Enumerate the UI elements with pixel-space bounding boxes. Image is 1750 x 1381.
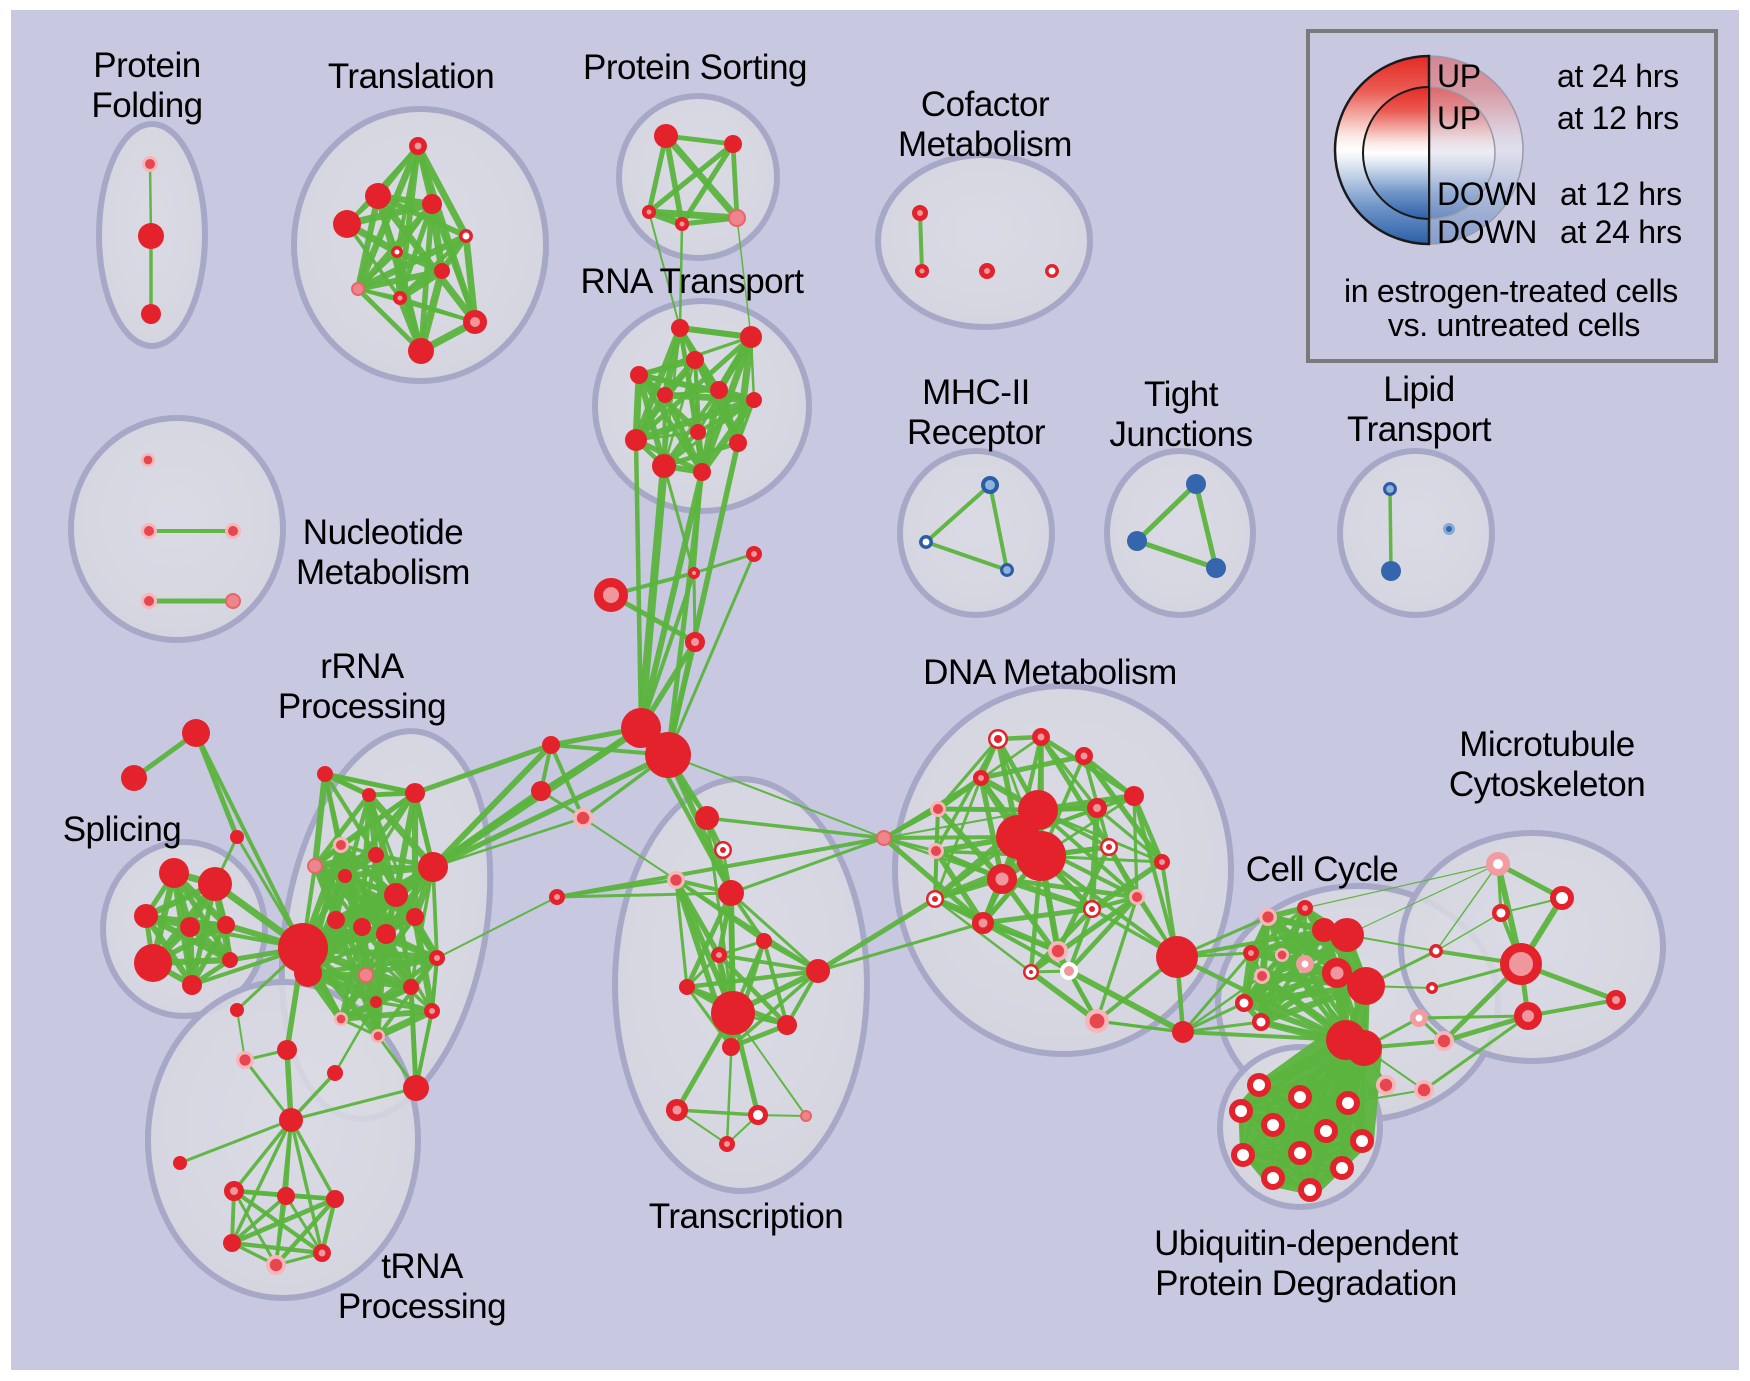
svg-text:DOWN: DOWN [1437, 214, 1537, 250]
svg-text:Protein Degradation: Protein Degradation [1155, 1264, 1457, 1303]
svg-text:RNA Transport: RNA Transport [580, 262, 804, 301]
svg-text:Lipid: Lipid [1383, 370, 1454, 409]
svg-text:Transport: Transport [1347, 410, 1492, 449]
svg-text:Tight: Tight [1144, 375, 1219, 414]
svg-text:Protein: Protein [93, 46, 200, 85]
svg-text:Protein Sorting: Protein Sorting [583, 48, 807, 87]
svg-text:Cytoskeleton: Cytoskeleton [1449, 765, 1645, 804]
svg-text:MHC-II: MHC-II [922, 373, 1030, 412]
svg-text:Transcription: Transcription [649, 1197, 844, 1236]
svg-text:Processing: Processing [338, 1287, 506, 1326]
svg-text:Microtubule: Microtubule [1459, 725, 1634, 764]
svg-text:Cofactor: Cofactor [921, 85, 1050, 124]
svg-text:vs. untreated cells: vs. untreated cells [1388, 307, 1640, 343]
svg-text:Nucleotide: Nucleotide [303, 513, 463, 552]
svg-text:Processing: Processing [278, 687, 446, 726]
svg-text:at 12 hrs: at 12 hrs [1560, 176, 1682, 212]
svg-text:tRNA: tRNA [381, 1247, 464, 1286]
svg-text:rRNA: rRNA [320, 647, 405, 686]
svg-text:Metabolism: Metabolism [296, 553, 470, 592]
svg-text:DOWN: DOWN [1437, 176, 1537, 212]
svg-text:Splicing: Splicing [63, 810, 182, 849]
svg-text:Receptor: Receptor [907, 413, 1046, 452]
svg-text:at 24 hrs: at 24 hrs [1557, 58, 1679, 94]
svg-text:Ubiquitin-dependent: Ubiquitin-dependent [1154, 1224, 1459, 1263]
svg-text:at 24 hrs: at 24 hrs [1560, 214, 1682, 250]
svg-text:in estrogen-treated cells: in estrogen-treated cells [1344, 273, 1678, 309]
svg-text:Junctions: Junctions [1109, 415, 1252, 454]
svg-text:Metabolism: Metabolism [898, 125, 1072, 164]
svg-text:DNA Metabolism: DNA Metabolism [923, 653, 1177, 692]
svg-text:Folding: Folding [91, 86, 202, 125]
svg-text:UP: UP [1437, 58, 1481, 94]
svg-text:UP: UP [1437, 100, 1481, 136]
svg-text:at 12 hrs: at 12 hrs [1557, 100, 1679, 136]
svg-text:Translation: Translation [328, 57, 494, 96]
svg-text:Cell Cycle: Cell Cycle [1246, 850, 1399, 889]
